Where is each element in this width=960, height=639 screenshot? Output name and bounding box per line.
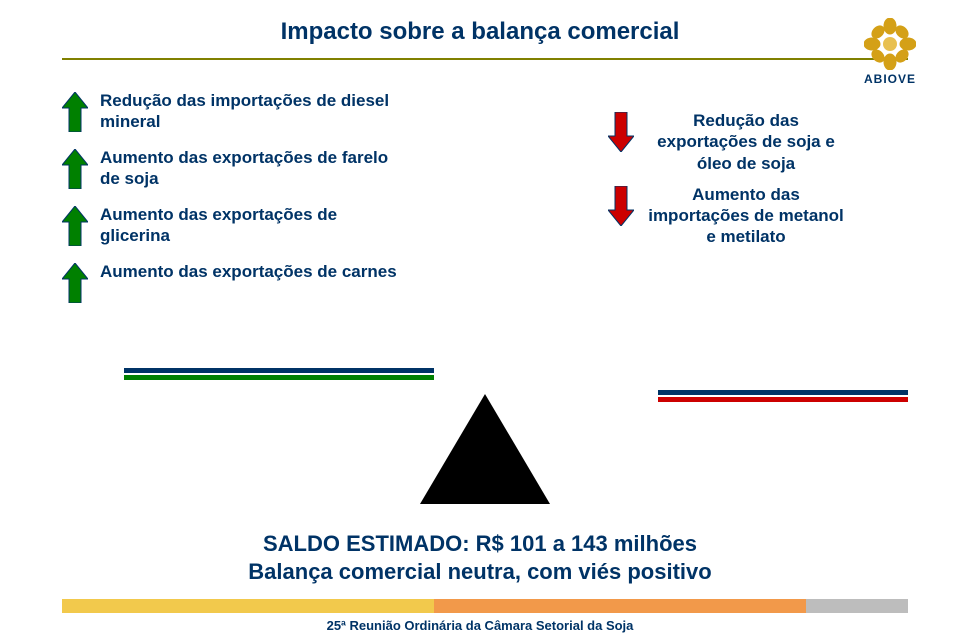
brand-text: ABIOVE bbox=[860, 72, 920, 86]
positive-factor: Aumento das exportações de glicerina bbox=[62, 204, 402, 251]
bullet-text: Aumento das exportações de farelo de soj… bbox=[100, 147, 402, 190]
up-arrow-icon bbox=[62, 92, 88, 132]
positive-factor: Redução das importações de diesel minera… bbox=[62, 90, 402, 137]
stripe-seg bbox=[806, 606, 908, 613]
bullet-text: Aumento das exportações de glicerina bbox=[100, 204, 402, 247]
conclusion-text: SALDO ESTIMADO: R$ 101 a 143 milhões Bal… bbox=[0, 530, 960, 585]
down-arrow-icon bbox=[608, 112, 634, 152]
stripe-seg bbox=[62, 606, 434, 613]
positive-factors-list: Redução das importações de diesel minera… bbox=[62, 90, 402, 318]
positive-factor: Aumento das exportações de carnes bbox=[62, 261, 402, 308]
footer-stripe bbox=[62, 599, 908, 613]
up-arrow-icon bbox=[62, 263, 92, 308]
scale-beam-right bbox=[658, 390, 908, 404]
title-rule bbox=[62, 58, 908, 60]
footer-text: 25ª Reunião Ordinária da Câmara Setorial… bbox=[0, 618, 960, 633]
conclusion-line2: Balança comercial neutra, com viés posit… bbox=[0, 558, 960, 586]
balance-scale bbox=[62, 350, 908, 550]
up-arrow-icon bbox=[62, 206, 92, 251]
stripe-seg bbox=[434, 599, 806, 606]
stripe-seg bbox=[434, 606, 806, 613]
bullet-text: Redução das exportações de soja e óleo d… bbox=[646, 110, 846, 174]
up-arrow-icon bbox=[62, 206, 88, 246]
bullet-text: Aumento das importações de metanol e met… bbox=[646, 184, 846, 248]
brand-logo: ABIOVE bbox=[860, 18, 920, 86]
beam-stripe bbox=[658, 397, 908, 402]
conclusion-line1: SALDO ESTIMADO: R$ 101 a 143 milhões bbox=[0, 530, 960, 558]
stripe-seg bbox=[806, 599, 908, 606]
flower-icon bbox=[864, 18, 916, 70]
negative-factor: Aumento das importações de metanol e met… bbox=[608, 184, 908, 248]
negative-factor: Redução das exportações de soja e óleo d… bbox=[608, 110, 908, 174]
scale-fulcrum bbox=[420, 394, 550, 504]
down-arrow-icon bbox=[608, 186, 638, 231]
up-arrow-icon bbox=[62, 149, 88, 189]
down-arrow-icon bbox=[608, 112, 638, 157]
down-arrow-icon bbox=[608, 186, 634, 226]
bullet-text: Aumento das exportações de carnes bbox=[100, 261, 397, 282]
up-arrow-icon bbox=[62, 92, 92, 137]
content-region: Redução das importações de diesel minera… bbox=[62, 90, 908, 599]
bullet-text: Redução das importações de diesel minera… bbox=[100, 90, 402, 133]
negative-factors-list: Redução das exportações de soja e óleo d… bbox=[608, 110, 908, 258]
beam-stripe bbox=[124, 375, 434, 380]
up-arrow-icon bbox=[62, 149, 92, 194]
up-arrow-icon bbox=[62, 263, 88, 303]
page-title: Impacto sobre a balança comercial bbox=[0, 18, 960, 46]
scale-beam-left bbox=[124, 368, 434, 382]
stripe-seg bbox=[62, 599, 434, 606]
positive-factor: Aumento das exportações de farelo de soj… bbox=[62, 147, 402, 194]
